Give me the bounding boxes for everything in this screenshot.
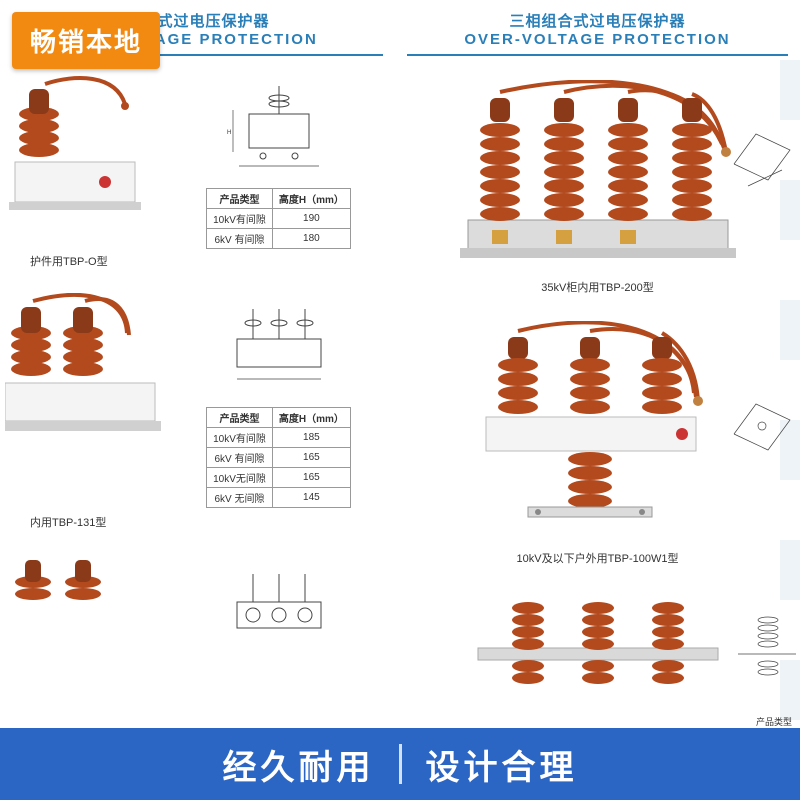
th: 产品类型 bbox=[207, 189, 273, 209]
footer-right: 设计合理 bbox=[426, 740, 578, 789]
spec-table-2: 产品类型 高度H（mm） 10kV有间隙185 6kV 有间隙165 10kV无… bbox=[206, 407, 351, 508]
left-section-1: H 产品类型 高度H（mm） 10kV有间隙 190 6kV 有间隙 180 bbox=[0, 56, 395, 261]
left-section-2: 产品类型 高度H（mm） 10kV有间隙185 6kV 有间隙165 10kV无… bbox=[0, 275, 395, 520]
spec-table-1: 产品类型 高度H（mm） 10kV有间隙 190 6kV 有间隙 180 bbox=[206, 188, 351, 249]
product-photo-tbp-200 bbox=[448, 80, 748, 270]
caption-2: 内用TBP-131型 bbox=[30, 514, 395, 530]
spec-col-2: 产品类型 高度H（mm） 10kV有间隙185 6kV 有间隙165 10kV无… bbox=[170, 293, 387, 508]
td: 10kV有间隙 bbox=[207, 428, 273, 448]
td: 10kV无间隙 bbox=[207, 468, 273, 488]
footer-divider bbox=[399, 744, 402, 784]
header-cn-right: 三相组合式过电压保护器 bbox=[407, 10, 788, 31]
footer-banner: 经久耐用 设计合理 bbox=[0, 728, 800, 800]
td: 180 bbox=[272, 229, 350, 249]
td: 6kV 有间隙 bbox=[207, 229, 273, 249]
left-section-3 bbox=[0, 534, 395, 684]
badge-bestseller-text: 畅销本地 bbox=[30, 22, 142, 59]
caption-tbp-100w1: 10kV及以下户外用TBP-100W1型 bbox=[407, 550, 788, 566]
catalog-page-left: 组合式过电压保护器 ER-VOLTAGE PROTECTION bbox=[0, 0, 395, 800]
sliver-schematic-1 bbox=[728, 120, 798, 215]
product-photo-tbp-100w1 bbox=[458, 321, 738, 541]
td: 6kV 无间隙 bbox=[207, 488, 273, 508]
product-photo-tbp-131 bbox=[0, 293, 170, 473]
th: 产品类型 bbox=[207, 408, 273, 428]
caption-1: 护件用TBP-O型 bbox=[30, 253, 395, 269]
th: 高度H（mm） bbox=[272, 408, 350, 428]
schematic-tbp-131 bbox=[219, 293, 339, 403]
page-header-right: 三相组合式过电压保护器 OVER-VOLTAGE PROTECTION bbox=[407, 0, 788, 56]
td: 10kV有间隙 bbox=[207, 209, 273, 229]
td: 190 bbox=[272, 209, 350, 229]
td: 145 bbox=[272, 488, 350, 508]
schematic-tbp-o: H bbox=[219, 74, 339, 184]
product-photo-3 bbox=[0, 552, 170, 672]
td: 165 bbox=[272, 448, 350, 468]
badge-bestseller: 畅销本地 bbox=[12, 12, 160, 69]
sliver-table-header: 产品类型 bbox=[708, 715, 798, 728]
sliver-schematic-2 bbox=[728, 390, 798, 485]
schematic-3 bbox=[219, 552, 339, 662]
footer-left: 经久耐用 bbox=[223, 740, 375, 789]
td: 185 bbox=[272, 428, 350, 448]
td: 165 bbox=[272, 468, 350, 488]
header-en-right: OVER-VOLTAGE PROTECTION bbox=[407, 31, 788, 48]
spec-col-3 bbox=[170, 552, 387, 666]
td: 6kV 有间隙 bbox=[207, 448, 273, 468]
product-photo-bar-3 bbox=[468, 588, 728, 708]
th: 高度H（mm） bbox=[272, 189, 350, 209]
product-photo-tbp-o bbox=[0, 74, 170, 244]
spec-col-1: H 产品类型 高度H（mm） 10kV有间隙 190 6kV 有间隙 180 bbox=[170, 74, 387, 249]
caption-tbp-200: 35kV柜内用TBP-200型 bbox=[407, 279, 788, 295]
svg-text:H: H bbox=[227, 130, 231, 136]
sliver-schematic-3: 产品类型 bbox=[708, 600, 798, 728]
